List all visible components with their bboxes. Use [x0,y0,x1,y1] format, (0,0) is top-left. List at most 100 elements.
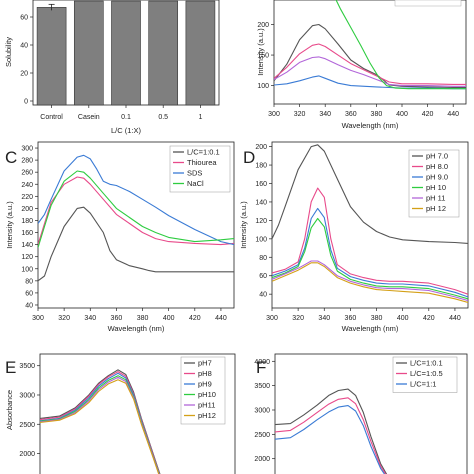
legend-label: NaCl [187,179,204,188]
series-line [272,187,468,295]
y-tick-label: 20 [20,71,28,78]
y-tick-label: 160 [255,181,267,188]
series-group [272,144,468,304]
series-line [38,170,234,248]
x-tick-label: 340 [318,315,330,322]
legend: L/C=1:0.1L/C=1:0.5 L/C=1:1 [392,356,458,393]
y-tick-label: 100 [21,266,33,273]
legend-label: SDS [187,169,202,178]
series-line [275,405,386,474]
plot-frame [37,141,235,309]
legend-label: L/C=1:0.1 [187,148,220,157]
x-tick-label: 1 [198,114,202,121]
legend-label: L/C=1:0.1 [410,359,443,368]
y-tick-label: 280 [21,158,33,165]
series-lines [275,388,388,474]
y-axis-label: Absorbance [5,390,14,430]
y-tick-label: 160 [21,230,33,237]
legend-label: L/C=1:0.5 [410,369,443,378]
series-line [274,43,466,85]
x-tick-label: 380 [371,315,383,322]
y-tick-label: 200 [255,144,267,151]
x-tick-label: 420 [423,315,435,322]
y-axis-label: Solubility [4,37,13,67]
legend-box [394,0,462,7]
y-tick-label: 120 [255,218,267,225]
y-tick-label: 120 [21,254,33,261]
y-tick-label: 60 [259,273,267,280]
series-lines [272,144,468,304]
legend-label: pH 7.0 [426,152,448,161]
y-tick-label: 200 [21,206,33,213]
y-tick-label: 2500 [254,432,270,439]
y-tick-label: 3000 [254,407,270,414]
y-ticks: 0 20 40 60 [20,15,33,106]
y-ticks: 40 60 80 100 120 140 160 180 200 220 240 260 280 300 [21,146,38,309]
x-axis-label: L/C (1:X) [111,126,142,135]
series-line [38,206,234,282]
y-tick-label: 2500 [19,422,35,429]
y-tick-label: 80 [259,255,267,262]
x-tick-label: 420 [422,111,434,118]
panel-letter: F [256,358,266,377]
panel-letter: D [243,148,255,167]
y-axis-label: Intensity (a.u.) [5,201,14,249]
series-line [275,397,387,474]
x-tick-label: 380 [371,111,383,118]
series-line [274,23,466,89]
x-tick-label: 420 [189,315,201,322]
y-ticks: 40 60 80 100 120 140 160 180 200 [255,144,272,299]
x-tick-label: Casein [78,114,100,121]
x-tick-label: 400 [396,111,408,118]
bar [36,7,67,106]
panel-e: E 15002000250030003500 pH7pH8pH9pH10pH11… [5,353,236,474]
legend-label: L/C=1:1 [410,380,436,389]
legend-label: pH 8.0 [426,162,448,171]
legend-box [180,356,226,425]
bar-group [36,0,216,106]
x-ticks: 300 320 340 360 380 400 420 440 [32,308,227,322]
legend-label: pH 9.0 [426,173,448,182]
series-line [275,388,388,474]
y-ticks: 100 150 200 [257,22,274,90]
x-tick-label: 440 [447,111,459,118]
y-tick-label: 240 [21,182,33,189]
legend-label: pH11 [198,401,215,410]
bar [148,0,179,106]
y-ticks: 15002000250030003500 [19,363,40,458]
y-tick-label: 60 [20,15,28,22]
y-tick-label: 200 [257,22,269,29]
series-lines [274,0,466,90]
legend-label: pH 11 [426,194,445,203]
series-group [40,369,161,474]
x-tick-label: 0.5 [158,114,168,121]
x-tick-label: 340 [84,315,96,322]
y-axis-label: Intensity (a.u.) [239,201,248,249]
y-tick-label: 3500 [254,383,270,390]
series-lines [40,369,161,474]
y-tick-label: 80 [25,278,33,285]
series-line [40,376,160,474]
plot-frame [273,0,467,105]
series-line [40,379,160,474]
x-tick-label: 440 [215,315,227,322]
x-tick-label: 400 [397,315,409,322]
bar [185,0,216,106]
series-line [274,56,466,87]
x-axis-label: Wavelength (nm) [342,121,399,130]
legend-label: pH 10 [426,183,446,192]
y-tick-label: 0 [24,99,28,106]
y-axis-label: Intensity (a.u.) [256,28,265,76]
y-tick-label: 40 [25,302,33,309]
bar [111,0,141,106]
x-axis-label: Wavelength (nm) [342,324,399,333]
x-tick-label: 380 [137,315,149,322]
y-tick-label: 100 [255,236,267,243]
y-tick-label: 180 [21,218,33,225]
y-tick-label: 4000 [254,359,270,366]
x-tick-label: 320 [294,111,306,118]
